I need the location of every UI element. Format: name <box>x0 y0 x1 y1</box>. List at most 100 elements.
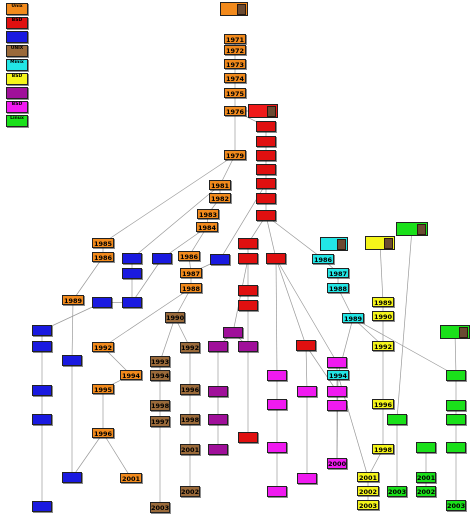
node-year-label: 2003 <box>358 502 378 510</box>
node-br11: 2003 <box>150 502 170 513</box>
connector-line <box>102 432 132 479</box>
legend-item <box>6 87 28 99</box>
node-g7: 2001 <box>416 472 436 483</box>
node-p6 <box>208 444 228 455</box>
connector-line <box>379 242 384 303</box>
node-g4 <box>387 414 407 425</box>
node-b1 <box>122 253 142 264</box>
node-o1981: 1981 <box>209 180 231 190</box>
node-y2001: 2001 <box>357 472 379 482</box>
node-r10 <box>238 253 258 264</box>
legend-item: BSD <box>6 73 28 85</box>
node-year-label: 1986 <box>313 256 333 264</box>
node-year-label: 1974 <box>225 75 245 83</box>
node-o1983: 1983 <box>197 209 219 219</box>
node-year-label: 2001 <box>358 474 378 482</box>
node-o1989: 1989 <box>62 295 84 305</box>
node-p3 <box>238 341 258 352</box>
connector-line <box>275 258 307 346</box>
legend-label: Minix <box>10 60 24 65</box>
node-r8 <box>238 238 258 249</box>
node-o1988: 1988 <box>180 283 202 293</box>
node-year-label: 1995 <box>93 386 113 394</box>
connector-line <box>275 258 338 363</box>
node-y2003: 2003 <box>357 500 379 510</box>
node-o1987: 1987 <box>180 268 202 278</box>
connector-line <box>131 258 163 303</box>
node-r3 <box>256 150 276 161</box>
node-o1972: 1972 <box>224 45 246 55</box>
node-y1990: 1990 <box>372 311 394 321</box>
node-year-label: 1982 <box>210 195 230 203</box>
node-b11 <box>62 472 82 483</box>
note-box-n-bsd <box>248 104 278 118</box>
node-b12 <box>32 501 52 512</box>
node-year-label: 1998 <box>373 446 393 454</box>
node-m6 <box>327 400 347 411</box>
node-g9: 2003 <box>387 486 407 497</box>
node-year-label: 1998 <box>151 402 170 410</box>
node-year-label: 1994 <box>151 372 170 380</box>
node-o1984: 1984 <box>196 222 218 232</box>
node-m3 <box>267 399 287 410</box>
node-m1 <box>267 370 287 381</box>
node-year-label: 2002 <box>417 488 436 496</box>
node-br3: 1993 <box>150 356 170 367</box>
node-year-label: 1989 <box>343 315 363 323</box>
connector-line <box>159 317 176 362</box>
node-year-label: 1983 <box>198 211 218 219</box>
node-c1989: 1989 <box>342 313 364 323</box>
node-year-label: 1979 <box>225 152 245 160</box>
node-m2 <box>297 386 317 397</box>
note-box-n-green2 <box>440 325 470 339</box>
node-br5: 1996 <box>180 384 200 395</box>
legend-item: BSD <box>6 17 28 29</box>
node-br1: 1990 <box>165 312 185 323</box>
node-year-label: 2002 <box>181 488 200 496</box>
legend-label: BSD <box>11 18 23 23</box>
node-year-label: 1981 <box>210 182 230 190</box>
node-g6 <box>446 442 466 453</box>
node-year-label: 2000 <box>328 460 347 468</box>
node-year-label: 1992 <box>373 343 393 351</box>
node-year-label: 1988 <box>328 285 348 293</box>
connector-line <box>305 345 338 392</box>
node-year-label: 2003 <box>447 502 466 510</box>
node-g1 <box>446 370 466 381</box>
node-b7 <box>32 341 52 352</box>
node-b8 <box>62 355 82 366</box>
node-g3 <box>446 414 466 425</box>
node-year-label: 1994 <box>121 372 141 380</box>
node-year-label: 1986 <box>93 254 113 262</box>
connector-line <box>265 215 277 259</box>
connector-line <box>71 299 74 361</box>
node-b6 <box>32 325 52 336</box>
node-br2: 1992 <box>180 342 200 353</box>
portrait-icon <box>237 4 246 15</box>
portrait-icon <box>337 239 346 250</box>
node-m4 <box>327 357 347 368</box>
node-o1974: 1974 <box>224 73 246 83</box>
node-p5 <box>208 414 228 425</box>
node-g10: 2003 <box>446 500 466 511</box>
node-b3 <box>122 268 142 279</box>
connector-line <box>102 287 192 348</box>
node-year-label: 1997 <box>151 418 170 426</box>
node-br6: 1997 <box>150 416 170 427</box>
node-r4 <box>256 164 276 175</box>
node-year-label: 1976 <box>225 108 245 116</box>
connector-line <box>396 228 413 420</box>
node-y1989: 1989 <box>372 297 394 307</box>
node-r9 <box>266 253 286 264</box>
connector-line <box>454 331 457 376</box>
node-o1986a: 1986 <box>92 252 114 262</box>
legend-item: BSD <box>6 101 28 113</box>
node-c1988: 1988 <box>327 283 349 293</box>
connector-line <box>71 432 104 478</box>
note-box-n-green1 <box>396 222 428 236</box>
node-m9 <box>267 486 287 497</box>
node-g2 <box>446 400 466 411</box>
legend-label: Unix <box>11 4 23 9</box>
connector-line <box>72 256 104 301</box>
node-y1996: 1996 <box>372 399 394 409</box>
